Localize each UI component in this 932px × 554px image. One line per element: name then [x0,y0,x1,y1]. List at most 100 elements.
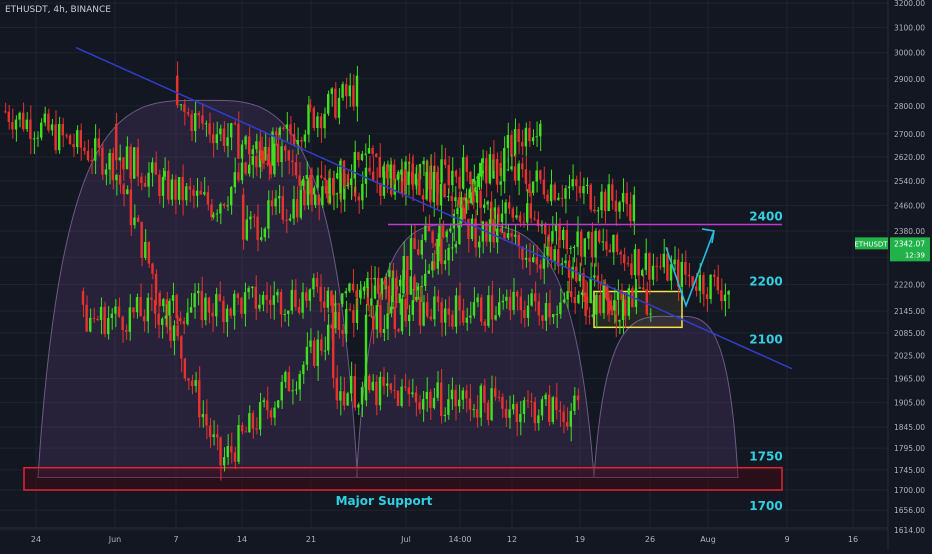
candle-463 [651,253,655,286]
candle-body-399 [421,195,425,200]
candle-body-26 [97,138,100,148]
candle-body-246 [269,164,272,175]
candle-body-487 [89,317,92,332]
candle-527 [233,290,236,330]
candle-255 [302,175,305,191]
symbol-tag-bg [855,237,888,250]
candle-15 [58,116,61,154]
candle-5 [22,102,25,132]
candle-body-633 [607,298,610,314]
candle-body-586 [440,238,443,265]
candle-body-738 [476,297,479,303]
candle-body-749 [516,291,519,297]
candle-body-409 [457,197,461,206]
candle-120 [434,239,438,255]
candle-578 [413,274,416,302]
candle-body-597 [478,241,481,248]
candle-body-250 [284,146,287,151]
candle-49 [180,335,183,373]
price-tag-bg [890,237,930,262]
candle-750 [519,288,522,324]
candle-145 [524,122,528,157]
candle-body-436 [554,223,558,232]
candle-body-197 [278,127,281,136]
candle-36 [133,204,136,229]
candle-body-542 [287,310,290,314]
candle-body-569 [384,278,387,286]
candle-body-452 [612,234,615,253]
candle-159 [147,162,150,198]
candle-body-684 [497,396,500,398]
candle-body-591 [458,223,461,244]
candle-348 [632,186,636,236]
candle-body-341 [607,184,610,212]
time-tick-2: 7 [173,535,178,544]
candle-body-208 [316,116,319,129]
candle-body-79 [287,372,291,392]
candle-664 [425,377,428,412]
candle-209 [319,112,323,143]
candle-body-670 [447,399,450,415]
candle-body-161 [154,162,157,175]
candle-body-726 [433,296,436,320]
candle-174 [199,181,202,195]
candle-body-741 [487,295,490,326]
candle-body-188 [248,164,251,174]
candle-181 [222,202,226,209]
candle-body-222 [183,104,186,113]
candle-body-151 [118,157,121,161]
candle-110 [399,275,402,293]
candle-body-294 [440,159,443,183]
candle-367 [306,177,310,210]
candle-body-516 [193,293,196,308]
candle-body-71 [258,402,262,430]
candle-body-690 [519,413,522,423]
candle-728 [440,297,443,337]
candle-95 [345,300,348,343]
candle-body-385 [371,148,374,154]
candle-350 [245,205,248,242]
candle-body-184 [233,172,236,188]
candle-691 [522,396,526,423]
candle-35 [129,178,133,236]
candle-745 [501,294,504,310]
time-tick-4: 21 [306,535,316,544]
candle-211 [327,90,330,116]
candle-body-337 [593,209,596,212]
candle-289 [422,157,425,176]
candle-body-345 [621,193,625,203]
candle-body-16 [61,123,64,136]
candle-666 [432,387,436,410]
candle-body-42 [154,273,158,293]
candle-body-185 [237,172,240,181]
candle-496 [121,315,124,344]
price-tick-21: 1656.00 [894,506,925,515]
candle-body-180 [219,203,222,214]
candle-379 [350,164,353,200]
candle-body-568 [380,278,384,294]
candle-body-757 [544,302,548,321]
candle-310 [495,155,499,193]
candle-body-374 [332,178,335,195]
candle-body-360 [281,196,284,220]
candle-body-226 [197,113,200,116]
candle-body-491 [103,306,106,335]
candle-body-629 [593,275,596,278]
candle-body-273 [364,167,368,184]
candle-776 [613,287,616,324]
candle-471 [680,253,683,295]
candle-67 [244,426,247,433]
candle-body-230 [212,134,215,144]
label-2100: 2100 [749,332,782,346]
candle-body-520 [207,297,211,313]
candle-654 [389,382,392,394]
candle-body-450 [605,241,608,250]
candle-560 [351,268,355,293]
candle-body-630 [596,275,600,282]
candle-body-69 [251,413,255,429]
candle-407 [450,192,453,216]
candle-body-502 [143,316,146,322]
candle-657 [400,379,403,408]
